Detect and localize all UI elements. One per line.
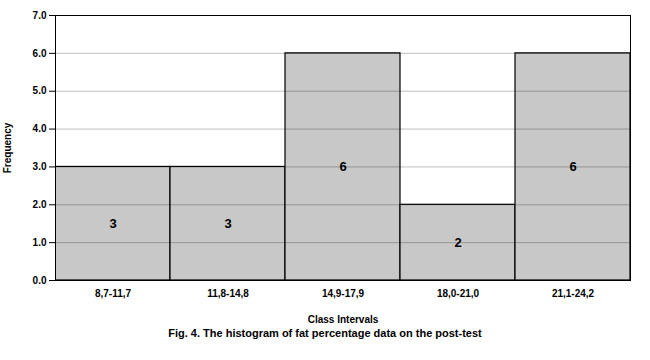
svg-text:4.0: 4.0 <box>33 123 47 134</box>
svg-text:0.0: 0.0 <box>33 275 47 286</box>
html-text:Fig. 4. The histogram of fat p: Fig. 4. The histogram of fat percentage … <box>168 327 482 339</box>
svg-text:14,9-17,9: 14,9-17,9 <box>322 288 365 299</box>
svg-text:21,1-24,2: 21,1-24,2 <box>552 288 595 299</box>
svg-text:5.0: 5.0 <box>33 85 47 96</box>
svg-text:1.0: 1.0 <box>33 237 47 248</box>
svg-text:18,0-21,0: 18,0-21,0 <box>437 288 480 299</box>
svg-text:3: 3 <box>109 216 116 231</box>
svg-text:6.0: 6.0 <box>33 48 47 59</box>
svg-text:8,7-11,7: 8,7-11,7 <box>95 288 132 299</box>
svg-text:11,8-14,8: 11,8-14,8 <box>207 288 249 299</box>
svg-text:3: 3 <box>224 216 231 231</box>
svg-text:6: 6 <box>569 159 576 174</box>
svg-text:3.0: 3.0 <box>33 161 47 172</box>
svg-text:2: 2 <box>454 235 461 250</box>
svg-text:6: 6 <box>339 159 346 174</box>
svg-text:Frequency: Frequency <box>2 122 13 173</box>
svg-text:2.0: 2.0 <box>33 199 47 210</box>
svg-text:Class Intervals: Class Intervals <box>308 314 379 325</box>
svg-text:7.0: 7.0 <box>33 10 47 21</box>
